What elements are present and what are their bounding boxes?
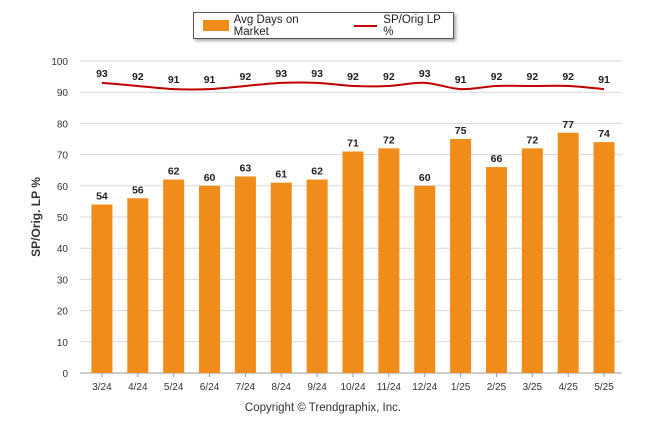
- line-data-label: 92: [132, 71, 144, 83]
- line-data-label: 92: [491, 71, 503, 83]
- x-tick-label: 6/24: [200, 382, 220, 393]
- bar-data-label: 75: [455, 125, 467, 137]
- bar: [199, 185, 221, 373]
- y-tick-label: 80: [57, 119, 69, 130]
- bar-data-label: 54: [96, 191, 108, 203]
- y-tick-label: 10: [57, 338, 69, 349]
- bar: [485, 167, 507, 373]
- line-data-label: 93: [419, 68, 431, 80]
- line-data-label: 91: [598, 74, 610, 86]
- x-tick-label: 2/25: [487, 382, 507, 393]
- line-data-label: 91: [168, 74, 180, 86]
- x-tick-label: 1/25: [451, 382, 471, 393]
- legend-label-line: SP/Orig LP %: [383, 13, 441, 38]
- line-data-label: 92: [526, 71, 538, 83]
- bar-data-label: 56: [132, 184, 144, 196]
- x-tick-label: 10/24: [340, 382, 365, 393]
- bar-data-label: 60: [204, 172, 216, 184]
- y-tick-label: 60: [57, 182, 69, 193]
- line-data-label: 92: [240, 71, 252, 83]
- bar-data-label: 60: [419, 172, 431, 184]
- bar-data-label: 72: [526, 134, 538, 146]
- y-axis-title: SP/Orig. LP %: [29, 177, 43, 257]
- y-tick-label: 20: [57, 307, 69, 318]
- bar: [91, 204, 113, 373]
- bar: [306, 179, 328, 373]
- legend-label-bar: Avg Days on Market: [233, 13, 299, 38]
- bar: [270, 182, 292, 373]
- x-tick-label: 11/24: [377, 382, 402, 393]
- bar-data-label: 72: [383, 134, 395, 146]
- bar: [414, 185, 436, 373]
- bar: [342, 151, 364, 373]
- bar-data-label: 62: [311, 166, 323, 178]
- bar: [521, 148, 543, 373]
- bar-data-label: 77: [562, 119, 574, 131]
- y-tick-label: 30: [57, 275, 69, 286]
- x-tick-label: 8/24: [272, 382, 292, 393]
- y-tick-label: 70: [57, 151, 69, 162]
- bar: [593, 142, 615, 373]
- bar-data-label: 61: [275, 169, 287, 181]
- copyright-text: Copyright © Trendgraphix, Inc.: [244, 402, 402, 414]
- bar: [234, 176, 256, 373]
- y-tick-label: 0: [62, 369, 68, 380]
- line-data-label: 93: [311, 68, 323, 80]
- x-tick-label: 5/25: [594, 382, 614, 393]
- bar-data-label: 74: [598, 128, 610, 140]
- y-tick-label: 50: [57, 213, 69, 224]
- bar-data-label: 66: [491, 153, 503, 165]
- bar: [163, 179, 185, 373]
- legend-item-bar[interactable]: Avg Days on Market: [194, 14, 336, 38]
- bar: [450, 139, 472, 373]
- line-data-label: 92: [383, 71, 395, 83]
- bar: [127, 198, 149, 373]
- legend-item-line[interactable]: SP/Orig LP %: [336, 14, 453, 38]
- legend: Avg Days on Market SP/Orig LP %: [193, 12, 454, 39]
- line-series: [101, 81, 605, 91]
- x-tick-label: 12/24: [412, 382, 437, 393]
- y-tick-label: 90: [57, 88, 69, 99]
- bar-data-label: 71: [347, 137, 359, 149]
- line-data-label: 92: [562, 71, 574, 83]
- line-data-label: 93: [96, 68, 108, 80]
- x-tick-label: 9/24: [307, 382, 327, 393]
- legend-swatch-line: [353, 24, 378, 27]
- line-data-label: 93: [275, 68, 287, 80]
- bar-data-label: 63: [240, 162, 252, 174]
- y-tick-label: 40: [57, 244, 69, 255]
- x-tick-label: 5/24: [164, 382, 184, 393]
- line-data-label: 92: [347, 71, 359, 83]
- bar: [378, 148, 400, 373]
- bar: [557, 132, 579, 373]
- legend-swatch-bar: [203, 20, 229, 31]
- line-data-label: 91: [204, 74, 216, 86]
- x-tick-label: 3/24: [92, 382, 112, 393]
- y-tick-label: 100: [51, 57, 68, 68]
- line-data-label: 91: [455, 74, 467, 86]
- x-tick-label: 7/24: [236, 382, 256, 393]
- x-tick-label: 4/24: [128, 382, 148, 393]
- x-tick-label: 3/25: [523, 382, 543, 393]
- x-tick-label: 4/25: [558, 382, 578, 393]
- bar-data-label: 62: [168, 166, 180, 178]
